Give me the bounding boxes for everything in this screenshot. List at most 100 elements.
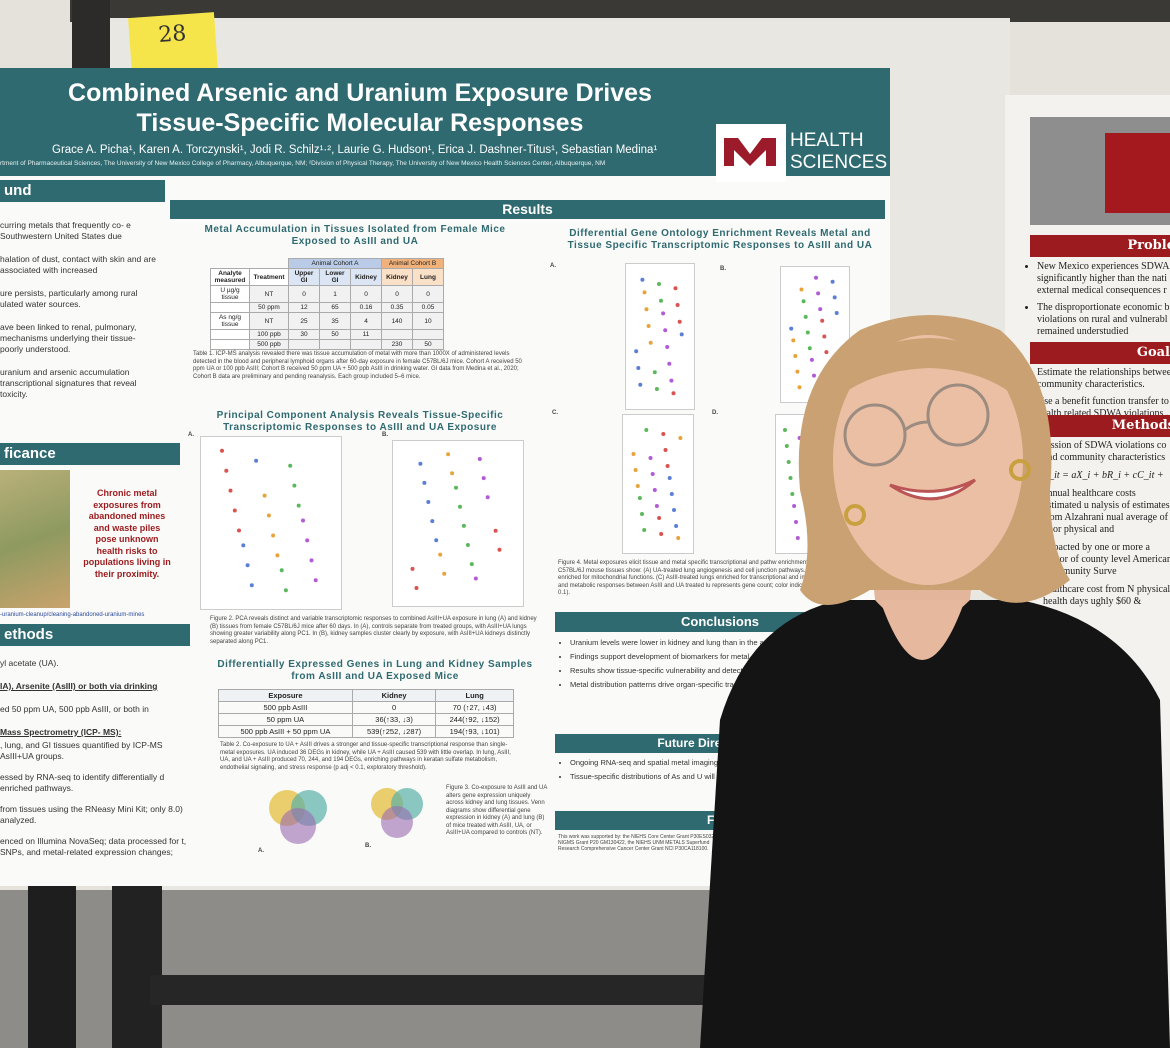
face [833,335,1023,585]
plot-dot [228,488,233,493]
paragraph: curring metals that frequently co- e Sou… [0,220,131,241]
bullets: Ongoing RNA-seq and spatial metal imagin… [560,758,890,786]
panel-title: Metal Accumulation in Tissues Isolated f… [204,224,506,247]
plot-dot [667,361,672,366]
plot-dot [792,504,797,508]
plot-dot [814,275,818,280]
plot-dot [663,328,668,333]
title-line: Tissue-Specific Molecular Responses [136,109,584,137]
table-cell: 30 [288,329,320,340]
bullet: Results show tissue-specific vulnerabili… [570,666,890,675]
table: Exposure Kidney Lung 500 ppb AsIII 0 70 (↑27,… [218,689,514,738]
table-cell [250,259,289,269]
plot-dot [644,307,649,312]
plot-dot [654,387,659,391]
plot-dot [659,532,664,536]
plot-dot [410,566,415,571]
plot-dot [434,538,439,543]
plot-dot [638,382,643,387]
panel-label: B. [365,843,371,849]
panel-label: C. [552,410,558,416]
table-cell: 0 [351,701,437,714]
plot-dot [245,563,250,568]
table-cell: 50 [412,339,444,350]
bullet: New Mexico experiences SDWA significantl… [1037,261,1170,297]
table-header: Kidney [351,689,437,702]
table-cell [288,339,320,350]
plot-dot [497,547,502,552]
panel-label: B. [382,432,388,438]
table-row: Animal Cohort A Animal Cohort B [211,258,444,269]
plot-dot [438,552,443,557]
paragraph: ure persists, particularly among rural u… [0,288,138,309]
panel-label: B. [720,266,726,272]
paragraph: , lung, and GI tissues quantified by ICP… [0,740,163,761]
plot-dot [292,483,297,488]
go-plot [622,414,694,554]
table-row: Analyte measured Treatment Upper GI Lower G… [210,268,444,286]
plot-dot [794,520,798,524]
plot-dot [635,484,640,488]
methods-text: yl acetate (UA). IA), Arsenite (AsIII) o… [0,658,190,858]
table-header: Lung [412,268,444,286]
bullet: Ongoing RNA-seq and spatial metal imagin… [570,758,890,767]
glasses [843,403,907,467]
venn-diagrams [269,788,423,844]
plot-dot [818,307,823,312]
plot-dot [418,461,423,466]
caption: Figure 4. Metal exposures elicit tissue … [558,560,881,596]
plot-dot [791,338,796,343]
plot-dot [461,523,466,528]
plot-dot [232,508,237,513]
paragraph: halation of dust, contact with skin and … [0,254,156,275]
table-cell: 12 [288,302,320,313]
plot-dot [648,456,653,460]
table-header: Upper GI [288,268,320,286]
table-row: 500 ppb AsIII 0 70 (↑27, ↓43) [218,701,514,714]
plot-dot [659,298,663,303]
plot-dot [430,519,435,524]
poster-title: Combined Arsenic and Uranium Exposure Dr… [20,78,700,138]
plot-dot [633,468,638,472]
bullets: Uranium levels were lower in kidney and … [560,638,890,694]
table-cell: 0.05 [412,302,444,313]
plot-dot [477,457,482,461]
plot-dot [648,340,653,345]
easel-bar [150,975,710,1005]
plot-dot [454,485,458,490]
plot-dot [812,373,816,378]
plot-dot [642,528,647,532]
plot-dot [637,496,642,500]
section-header: und [0,180,165,202]
table-cell: 0.35 [381,302,413,313]
plot-dot [465,543,470,547]
plot-dot [783,428,787,432]
plot-dot [672,508,676,512]
earring [844,504,866,526]
table-cell: 194(↑93, ↓101) [435,725,514,738]
side-methods: ression of SDWA violations co and commun… [1043,440,1170,608]
plot-dot [493,528,498,533]
plot-dot [237,528,241,533]
paragraph: IA), Arsenite (AsIII) or both via drinki… [0,681,158,691]
plot-dot [676,536,681,540]
plot-dot [646,324,651,328]
plot-dot [241,543,246,548]
plot-dot [797,385,802,390]
plot-dot [650,472,655,476]
table-cell: 500 ppb AsIII + 50 ppm UA [218,725,353,738]
side-logo [1105,133,1170,213]
table-cell: NT [249,312,289,330]
poster: Combined Arsenic and Uranium Exposure Dr… [0,68,890,886]
earring [1009,459,1031,481]
left-post [72,0,110,70]
table-cell [210,302,250,313]
logo-line: SCIENCES [790,152,888,173]
panel-title: Differential Gene Ontology Enrichment Re… [567,228,873,251]
plot-dot [665,345,670,349]
paragraph: enced on Illumina NovaSeq; data processe… [0,836,187,857]
side-header: Goal [1030,342,1170,364]
plot-dot [481,476,486,481]
table-cell: 35 [319,312,351,330]
plot-dot [673,286,678,291]
